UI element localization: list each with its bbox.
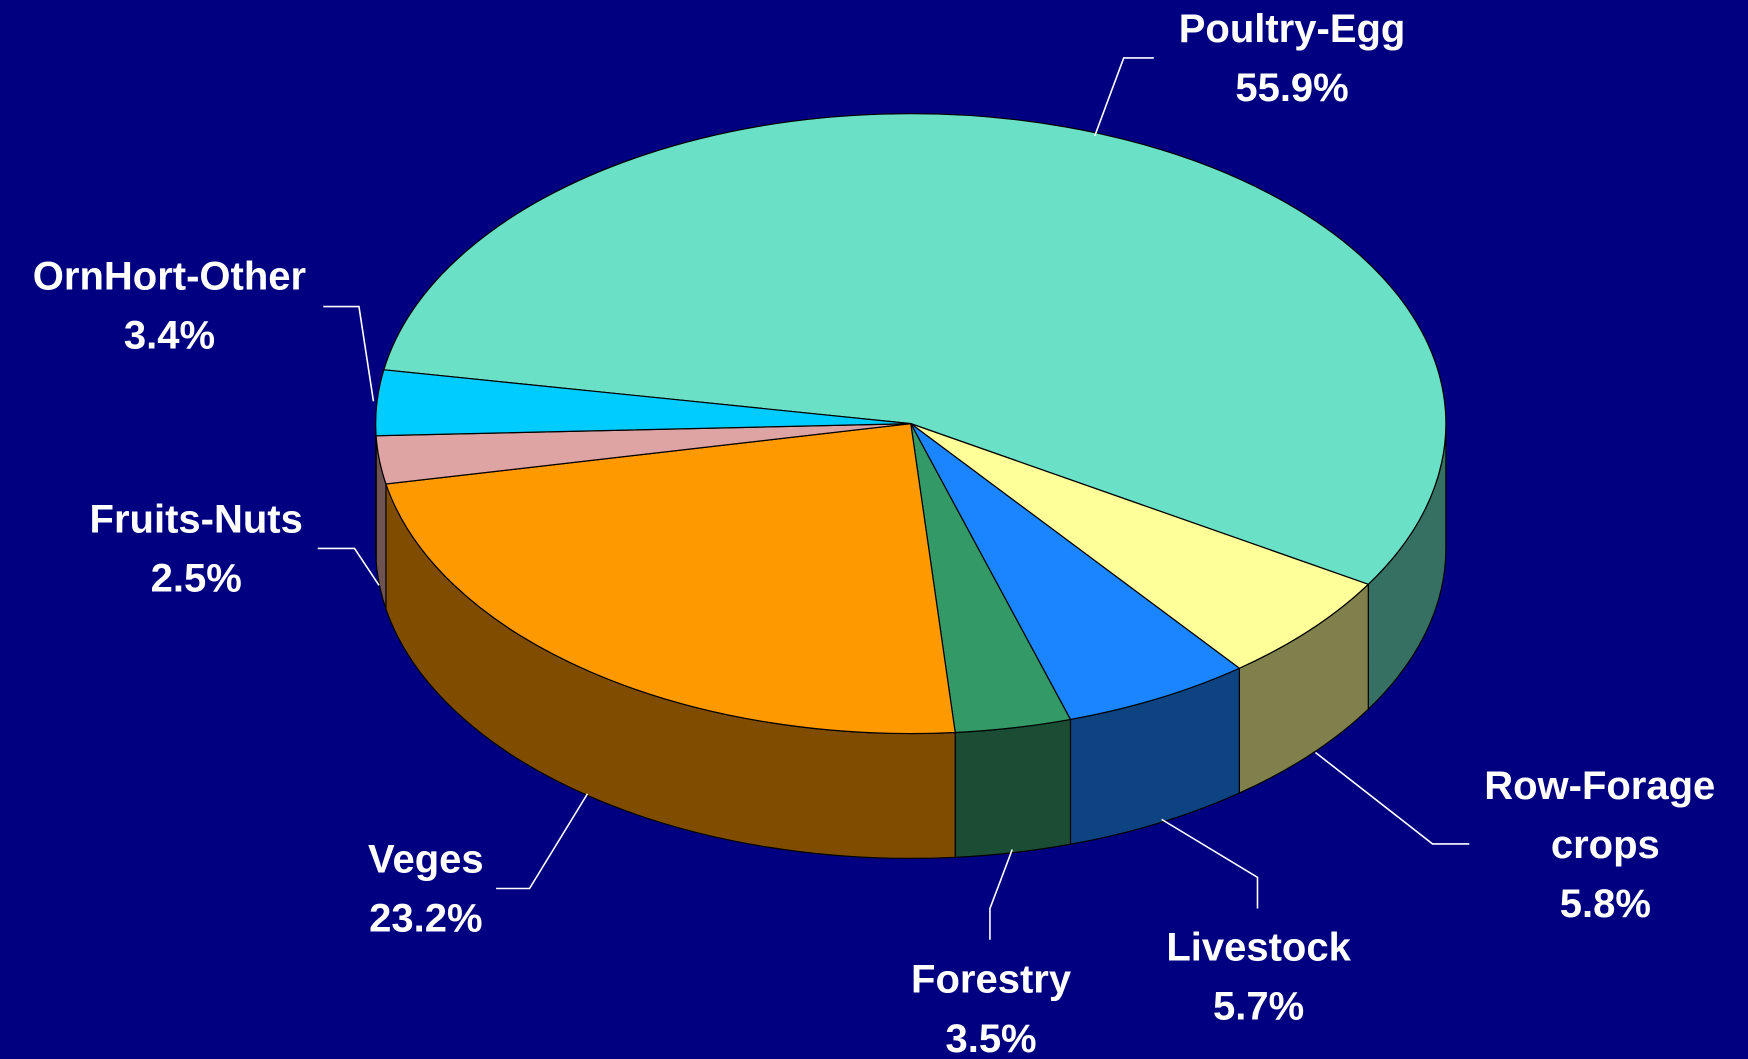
- slice-label: Fruits-Nuts: [90, 497, 303, 541]
- value-label: 55.9%: [1235, 66, 1348, 110]
- leader-line: [989, 849, 1013, 940]
- slice: [385, 422, 956, 735]
- leader-line: [1314, 751, 1470, 845]
- value-label: 3.5%: [945, 1017, 1036, 1059]
- slice-label: Poultry-Egg: [1179, 7, 1406, 51]
- value-label: 5.8%: [1560, 882, 1651, 926]
- slice-label: Livestock: [1166, 925, 1351, 969]
- value-label: 3.4%: [124, 313, 215, 357]
- value-label: 23.2%: [369, 896, 482, 940]
- leader-line: [1093, 57, 1154, 137]
- slice: [910, 423, 1241, 721]
- value-label: 5.7%: [1213, 984, 1304, 1028]
- slice: [383, 113, 1447, 586]
- slice-side: [954, 718, 1072, 858]
- slice-label: Forestry: [911, 958, 1072, 1002]
- leader-line: [323, 305, 375, 402]
- slice: [375, 369, 911, 437]
- slice-label: OrnHort-Other: [33, 254, 306, 298]
- leader-line: [317, 547, 380, 586]
- slice: [910, 423, 1370, 669]
- slice-label: Row-Forage crops: [1484, 764, 1726, 867]
- slice-label: Veges: [368, 837, 484, 881]
- value-label: 2.5%: [151, 556, 242, 600]
- leader-line: [496, 793, 589, 890]
- leader-line: [1161, 818, 1259, 909]
